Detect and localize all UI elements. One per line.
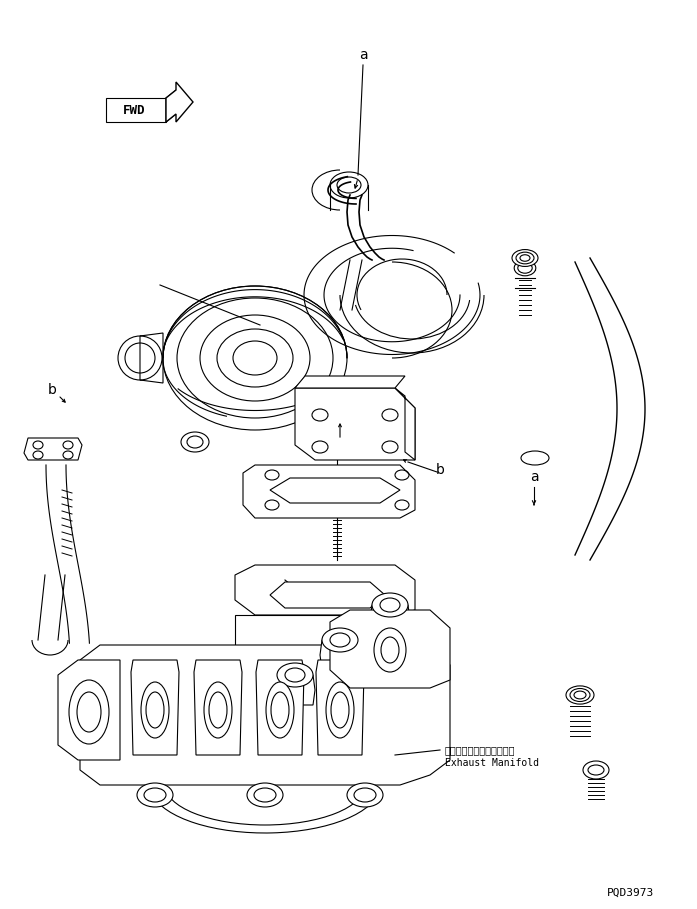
Text: Exhaust Manifold: Exhaust Manifold bbox=[445, 758, 539, 768]
Text: b: b bbox=[436, 463, 445, 477]
Text: a: a bbox=[530, 470, 538, 484]
Text: a: a bbox=[359, 48, 367, 62]
Polygon shape bbox=[140, 333, 163, 383]
Polygon shape bbox=[58, 660, 120, 760]
Polygon shape bbox=[235, 615, 415, 660]
Text: FWD: FWD bbox=[123, 105, 145, 117]
Ellipse shape bbox=[277, 663, 313, 687]
Ellipse shape bbox=[374, 628, 406, 672]
Ellipse shape bbox=[69, 680, 109, 744]
Ellipse shape bbox=[322, 628, 358, 652]
Ellipse shape bbox=[512, 250, 538, 266]
Ellipse shape bbox=[372, 593, 408, 617]
Ellipse shape bbox=[247, 783, 283, 807]
Polygon shape bbox=[270, 478, 400, 503]
Ellipse shape bbox=[566, 686, 594, 704]
Polygon shape bbox=[295, 376, 405, 388]
Ellipse shape bbox=[583, 761, 609, 779]
Polygon shape bbox=[166, 82, 193, 122]
Polygon shape bbox=[243, 465, 415, 518]
Polygon shape bbox=[295, 388, 415, 460]
Text: b: b bbox=[47, 383, 56, 397]
Ellipse shape bbox=[137, 783, 173, 807]
Polygon shape bbox=[275, 675, 315, 705]
Ellipse shape bbox=[266, 682, 294, 738]
Ellipse shape bbox=[141, 682, 169, 738]
Polygon shape bbox=[330, 610, 450, 688]
Polygon shape bbox=[256, 660, 304, 755]
Polygon shape bbox=[316, 660, 364, 755]
Polygon shape bbox=[370, 605, 410, 635]
Polygon shape bbox=[166, 90, 176, 122]
Text: エキゾーストマニホールド: エキゾーストマニホールド bbox=[445, 745, 516, 755]
Polygon shape bbox=[235, 565, 415, 615]
Polygon shape bbox=[194, 660, 242, 755]
Polygon shape bbox=[320, 640, 360, 670]
Ellipse shape bbox=[521, 451, 549, 465]
Polygon shape bbox=[395, 388, 415, 460]
Ellipse shape bbox=[326, 682, 354, 738]
Ellipse shape bbox=[181, 432, 209, 452]
Polygon shape bbox=[106, 98, 166, 122]
Text: PQD3973: PQD3973 bbox=[607, 888, 654, 898]
Polygon shape bbox=[131, 660, 179, 755]
Ellipse shape bbox=[204, 682, 232, 738]
Polygon shape bbox=[80, 645, 450, 785]
Polygon shape bbox=[24, 438, 82, 460]
Ellipse shape bbox=[347, 783, 383, 807]
Ellipse shape bbox=[514, 260, 536, 275]
Polygon shape bbox=[270, 582, 385, 608]
